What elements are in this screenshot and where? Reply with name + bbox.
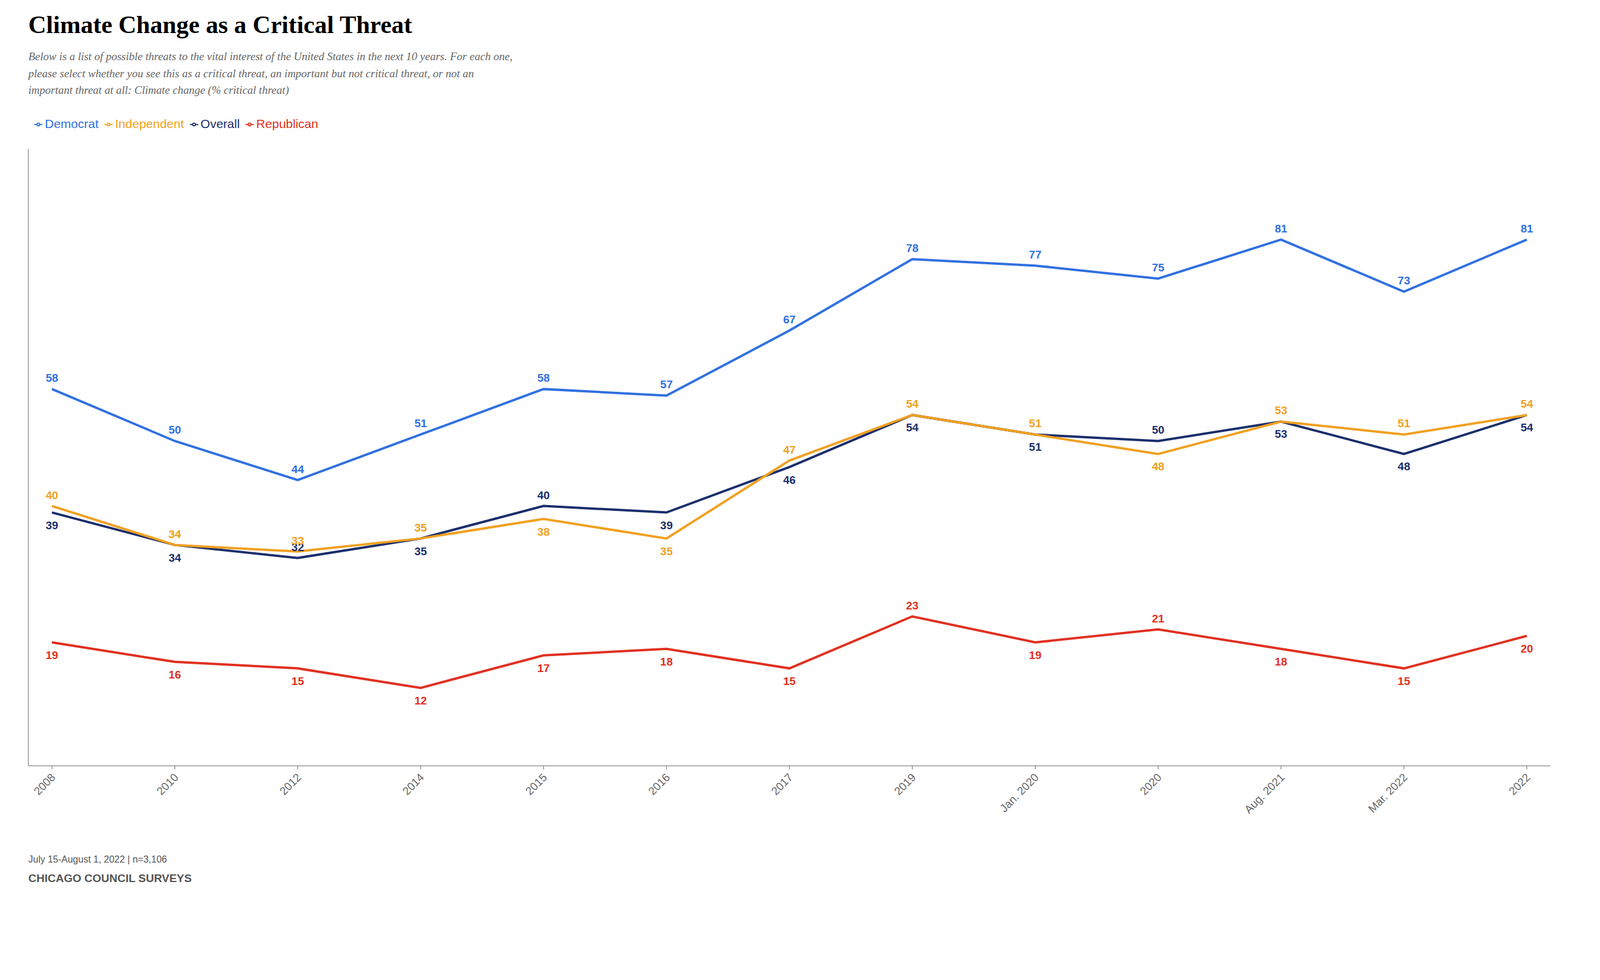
svg-text:Mar. 2022: Mar. 2022 [1365, 770, 1411, 815]
html-text:Independent: Independent [115, 116, 184, 131]
svg-text:21: 21 [1151, 611, 1165, 625]
svg-text:19: 19 [45, 648, 58, 661]
svg-text:48: 48 [1397, 460, 1411, 473]
svg-text:81: 81 [1274, 222, 1288, 235]
svg-text:54: 54 [1520, 421, 1534, 434]
svg-text:39: 39 [45, 518, 58, 531]
svg-text:47: 47 [782, 443, 796, 456]
svg-text:33: 33 [291, 533, 304, 547]
svg-text:19: 19 [1028, 648, 1042, 661]
html-text:Democrat: Democrat [44, 116, 99, 131]
svg-text:15: 15 [291, 674, 305, 687]
svg-text:44: 44 [291, 462, 305, 475]
html-text:Overall: Overall [200, 116, 240, 131]
svg-text:2015: 2015 [522, 770, 550, 798]
svg-text:58: 58 [45, 371, 58, 385]
svg-text:75: 75 [1151, 261, 1165, 274]
svg-text:53: 53 [1274, 404, 1288, 417]
svg-text:32: 32 [291, 540, 304, 553]
svg-text:51: 51 [1028, 440, 1042, 454]
svg-text:40: 40 [537, 488, 550, 501]
svg-text:35: 35 [414, 544, 428, 557]
svg-text:35: 35 [660, 544, 674, 557]
svg-text:35: 35 [414, 520, 428, 534]
html-text:Climate Change as a Critical T: Climate Change as a Critical Threat [28, 11, 413, 39]
svg-text:58: 58 [537, 371, 550, 385]
svg-text:54: 54 [906, 397, 920, 411]
svg-text:2019: 2019 [891, 770, 918, 798]
svg-text:51: 51 [1028, 417, 1042, 430]
svg-text:2008: 2008 [31, 770, 58, 798]
svg-text:53: 53 [1274, 427, 1288, 441]
svg-text:2010: 2010 [153, 770, 181, 798]
svg-text:23: 23 [906, 598, 919, 612]
html-text:Republican: Republican [256, 116, 319, 131]
svg-text:51: 51 [1397, 417, 1411, 430]
svg-text:54: 54 [906, 421, 920, 434]
svg-text:50: 50 [168, 423, 182, 436]
html-text:CHICAGO COUNCIL SURVEYS: CHICAGO COUNCIL SURVEYS [28, 871, 192, 885]
svg-text:46: 46 [782, 473, 796, 486]
svg-text:57: 57 [660, 378, 673, 391]
svg-text:38: 38 [537, 525, 550, 538]
svg-text:2017: 2017 [768, 770, 796, 798]
svg-text:54: 54 [1520, 397, 1534, 411]
svg-text:51: 51 [414, 417, 428, 430]
svg-text:18: 18 [1274, 654, 1288, 668]
svg-text:16: 16 [168, 667, 182, 681]
svg-text:12: 12 [414, 693, 427, 707]
svg-text:2014: 2014 [400, 770, 427, 798]
html-text:July 15-August 1, 2022 | n=3,1: July 15-August 1, 2022 | n=3,106 [28, 853, 167, 865]
svg-text:78: 78 [906, 241, 919, 255]
svg-text:2012: 2012 [277, 770, 304, 798]
svg-text:15: 15 [1397, 674, 1411, 687]
svg-text:20: 20 [1520, 641, 1533, 655]
svg-text:81: 81 [1520, 222, 1534, 235]
svg-text:2020: 2020 [1137, 770, 1165, 798]
svg-text:77: 77 [1028, 248, 1042, 261]
svg-text:Jan. 2020: Jan. 2020 [997, 770, 1042, 815]
svg-text:39: 39 [660, 518, 673, 531]
svg-text:15: 15 [782, 674, 796, 687]
svg-text:50: 50 [1151, 423, 1165, 436]
svg-text:2022: 2022 [1506, 770, 1533, 798]
svg-text:18: 18 [660, 654, 673, 668]
svg-text:67: 67 [782, 313, 796, 326]
svg-text:73: 73 [1397, 274, 1411, 287]
svg-text:2016: 2016 [646, 770, 673, 798]
svg-text:17: 17 [537, 661, 550, 674]
svg-text:34: 34 [168, 527, 182, 540]
svg-text:48: 48 [1151, 460, 1165, 473]
svg-text:Aug. 2021: Aug. 2021 [1241, 770, 1287, 816]
html-text:Below is a list of possible th: Below is a list of possible threats to t… [28, 50, 513, 97]
svg-text:40: 40 [45, 488, 58, 501]
svg-text:34: 34 [168, 551, 182, 564]
